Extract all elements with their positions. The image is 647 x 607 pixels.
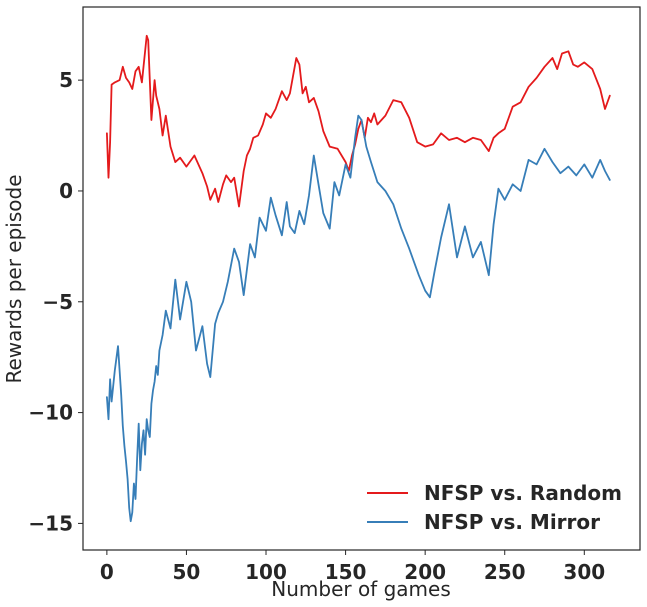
series-line-nfsp-vs-mirror xyxy=(106,114,611,523)
x-axis-label: Number of games xyxy=(271,577,451,601)
series-line-nfsp-vs-random xyxy=(106,34,611,208)
legend-label-random: NFSP vs. Random xyxy=(424,481,622,505)
x-axis: 0 50 100 150 200 250 300 xyxy=(100,550,605,584)
plot-frame xyxy=(82,6,641,551)
y-tick-label: −15 xyxy=(28,511,73,535)
x-tick-label: 250 xyxy=(484,560,526,584)
y-axis-label: Rewards per episode xyxy=(2,174,26,383)
x-tick-label: 100 xyxy=(245,560,287,584)
series-layer xyxy=(106,34,611,523)
y-tick-label: 0 xyxy=(59,179,73,203)
y-tick-label: −5 xyxy=(42,290,73,314)
x-tick-label: 200 xyxy=(404,560,446,584)
y-tick-label: −10 xyxy=(28,401,73,425)
y-axis: 5 0 −5 −10 −15 xyxy=(28,68,83,535)
x-tick-label: 50 xyxy=(173,560,201,584)
x-tick-label: 0 xyxy=(100,560,114,584)
x-tick-label: 150 xyxy=(325,560,367,584)
y-tick-label: 5 xyxy=(59,68,73,92)
x-tick-label: 300 xyxy=(563,560,605,584)
legend-label-mirror: NFSP vs. Mirror xyxy=(424,510,600,534)
legend: NFSP vs. Random NFSP vs. Mirror xyxy=(367,481,622,534)
